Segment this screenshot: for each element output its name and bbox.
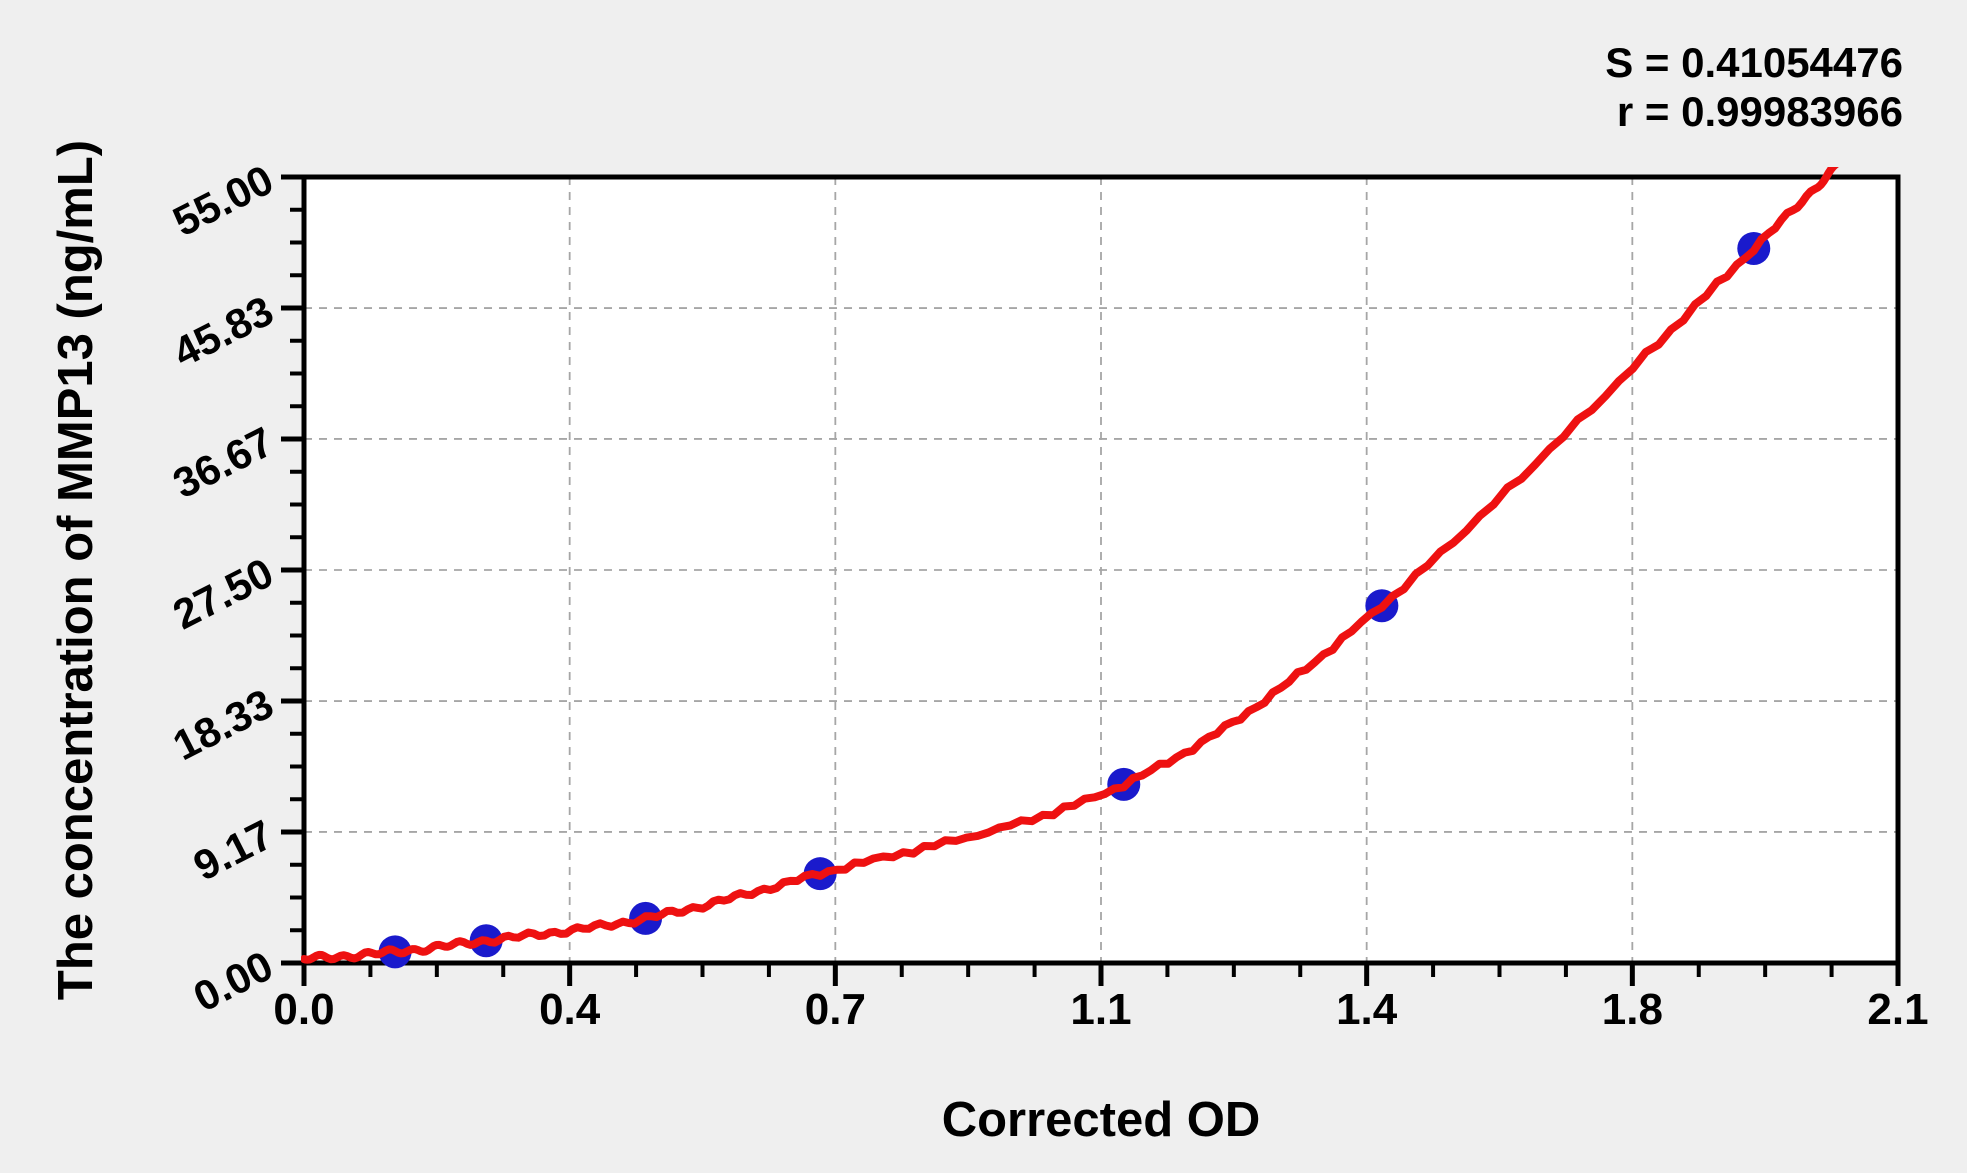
fit-curve — [301, 167, 1839, 964]
x-tick-label: 2.1 — [1867, 985, 1929, 1034]
x-tick-label: 0.7 — [804, 985, 866, 1034]
x-tick-label: 1.8 — [1601, 985, 1663, 1034]
fit-stat-r: r = 0.99983966 — [1616, 88, 1903, 135]
fit-statistics: S = 0.41054476 r = 0.99983966 — [1605, 38, 1903, 136]
y-axis-title: The concentration of MMP13 (ng/mL) — [49, 139, 103, 1001]
x-tick-label: 1.4 — [1336, 985, 1398, 1034]
x-tick-label: 0.0 — [273, 985, 335, 1034]
x-tick-label: 0.4 — [539, 985, 601, 1034]
fit-stat-s: S = 0.41054476 — [1605, 39, 1903, 86]
x-tick-label: 1.1 — [1070, 985, 1132, 1034]
plot-frame — [301, 174, 1901, 966]
x-axis-title: Corrected OD — [941, 1093, 1261, 1147]
